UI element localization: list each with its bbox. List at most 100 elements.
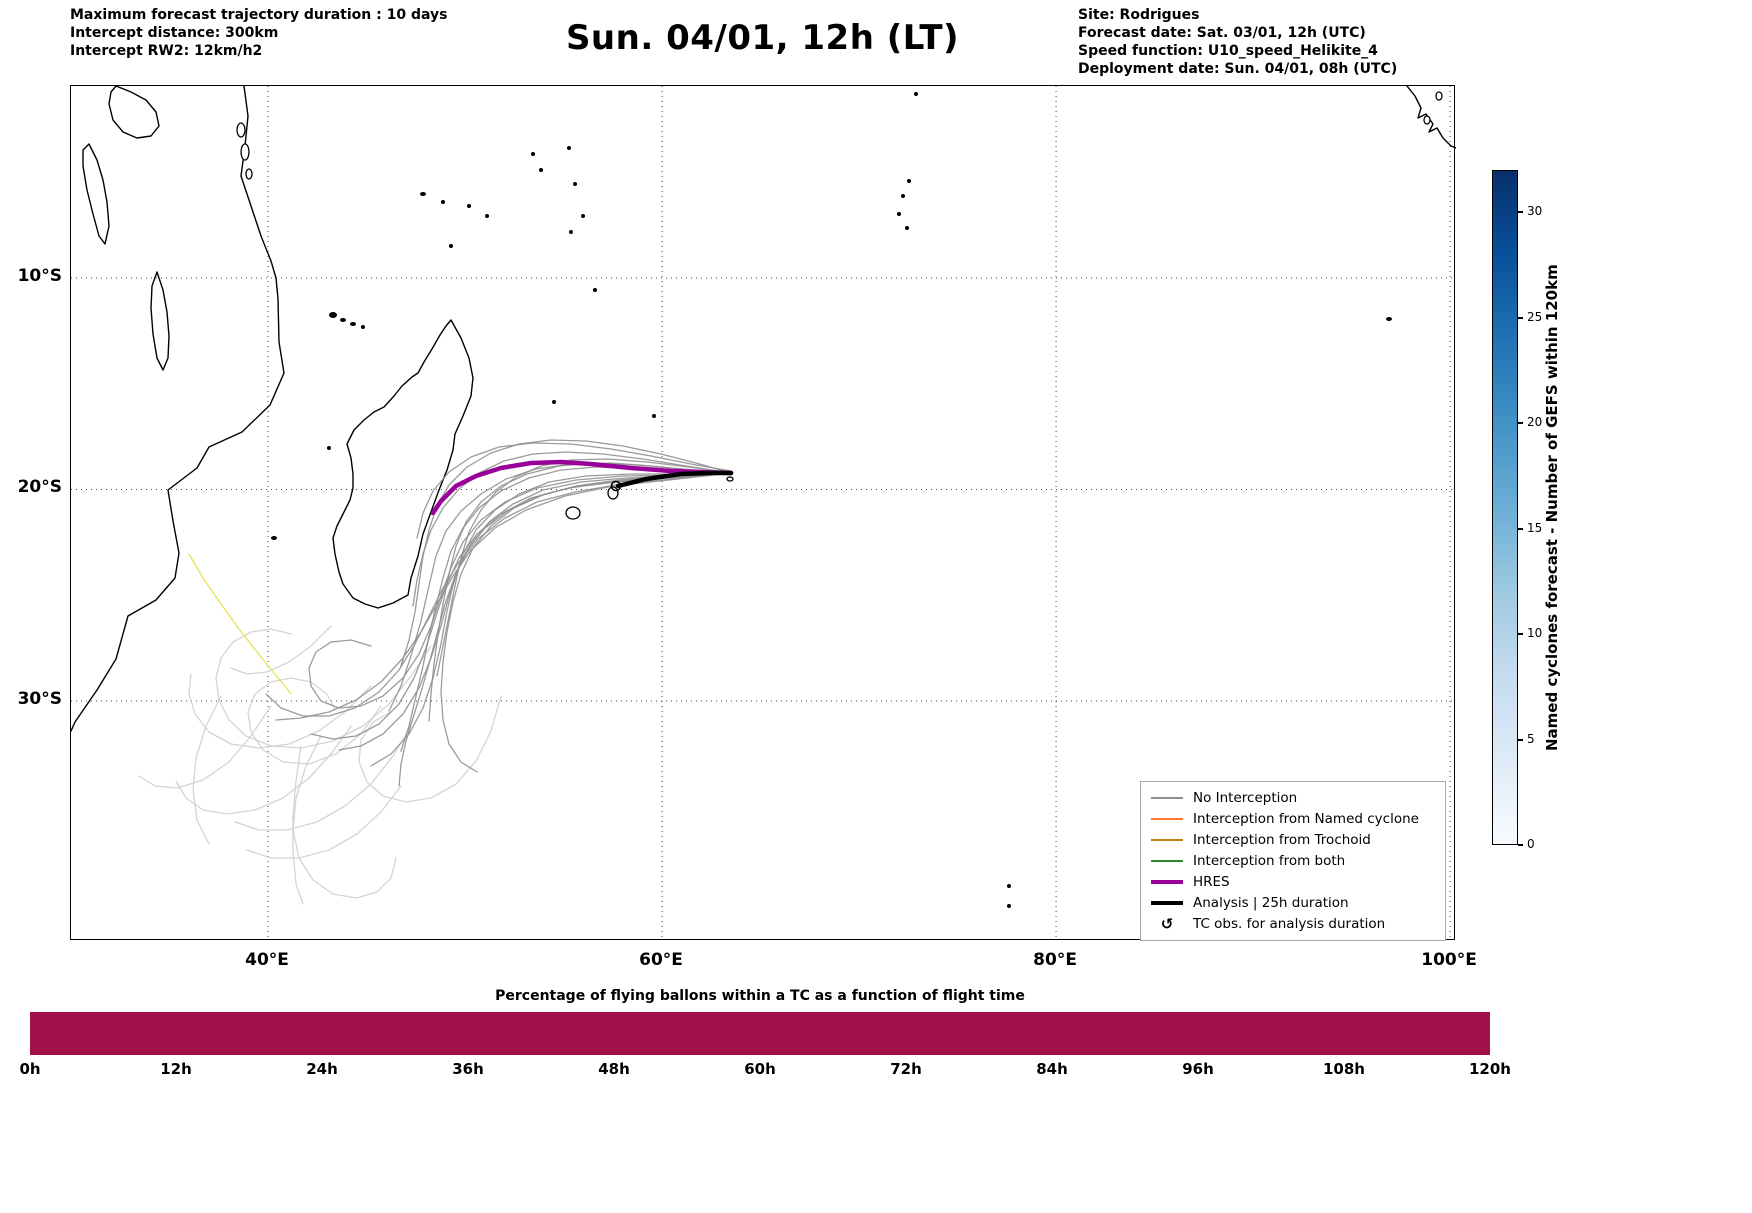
bottom-axis-tick-label: 96h bbox=[1182, 1060, 1214, 1078]
header-right-block: Site: Rodrigues Forecast date: Sat. 03/0… bbox=[1078, 6, 1397, 78]
madagascar-coastline bbox=[332, 319, 474, 609]
rotate-ccw-icon: ↺ bbox=[1160, 915, 1174, 933]
island bbox=[652, 414, 656, 418]
bottom-chart-bar bbox=[30, 1012, 1490, 1055]
trajectory-no-interception bbox=[370, 472, 732, 767]
legend-item: No Interception bbox=[1151, 790, 1435, 806]
island bbox=[1007, 884, 1011, 888]
bottom-axis-tick-label: 36h bbox=[452, 1060, 484, 1078]
legend-item-label: Interception from Named cyclone bbox=[1193, 811, 1419, 827]
y-axis-tick-label: 20°S bbox=[17, 477, 62, 498]
trajectory-faded bbox=[292, 745, 304, 905]
legend-line-swatch bbox=[1151, 880, 1183, 884]
legend-line-sample bbox=[1151, 839, 1183, 841]
trajectory-no-interception bbox=[416, 442, 732, 539]
trajectory-faded bbox=[247, 677, 382, 765]
lake-outline bbox=[150, 271, 170, 371]
trajectory-analysis bbox=[615, 470, 734, 489]
legend-line-sample bbox=[1151, 880, 1183, 884]
intercept-distance-text: Intercept distance: 300km bbox=[70, 25, 279, 41]
trajectory-map bbox=[71, 86, 1456, 941]
colorbar-label: Named cyclones forecast - Number of GEFS… bbox=[1543, 264, 1561, 751]
colorbar-tick-mark bbox=[1518, 844, 1523, 846]
intercept-rw2-text: Intercept RW2: 12km/h2 bbox=[70, 43, 263, 59]
island bbox=[467, 204, 471, 208]
trajectory-no-interception bbox=[428, 462, 732, 722]
island bbox=[567, 146, 571, 150]
map-legend: No Interception Interception from Named c… bbox=[1140, 781, 1446, 941]
island bbox=[901, 194, 905, 198]
tc-obs-marker bbox=[610, 480, 622, 492]
x-axis-tick-label: 100°E bbox=[1421, 950, 1477, 970]
island bbox=[271, 536, 277, 540]
legend-item: Interception from Named cyclone bbox=[1151, 811, 1435, 827]
legend-item: Interception from Trochoid bbox=[1151, 832, 1435, 848]
forecast-date-text: Forecast date: Sat. 03/01, 12h (UTC) bbox=[1078, 25, 1366, 41]
island bbox=[1386, 317, 1392, 321]
trajectory-faded bbox=[234, 725, 412, 831]
island bbox=[449, 244, 453, 248]
bottom-chart-title: Percentage of flying ballons within a TC… bbox=[495, 988, 1025, 1004]
legend-item-label: Analysis | 25h duration bbox=[1193, 895, 1349, 911]
island bbox=[905, 226, 909, 230]
colorbar-tick-label: 10 bbox=[1527, 626, 1543, 641]
bottom-axis-tick-label: 12h bbox=[160, 1060, 192, 1078]
lake-outline bbox=[108, 86, 160, 139]
island bbox=[726, 476, 734, 482]
colorbar-tick-label: 15 bbox=[1527, 520, 1543, 535]
trajectory-no-interception bbox=[440, 472, 732, 773]
bottom-axis-tick-label: 24h bbox=[306, 1060, 338, 1078]
lake-outline bbox=[82, 143, 110, 245]
colorbar-tick-mark bbox=[1518, 422, 1523, 425]
island bbox=[531, 152, 535, 156]
deployment-date-text: Deployment date: Sun. 04/01, 08h (UTC) bbox=[1078, 61, 1398, 77]
island bbox=[539, 168, 543, 172]
island bbox=[581, 214, 585, 218]
colorbar-tick-mark bbox=[1518, 633, 1523, 636]
legend-item-label: HRES bbox=[1193, 874, 1230, 890]
island bbox=[1007, 904, 1011, 908]
island bbox=[441, 200, 445, 204]
bottom-axis-tick-label: 0h bbox=[19, 1060, 41, 1078]
island bbox=[420, 192, 426, 196]
island bbox=[907, 179, 911, 183]
legend-item-label: No Interception bbox=[1193, 790, 1298, 806]
trajectory-no-interception bbox=[400, 439, 732, 667]
island bbox=[569, 230, 573, 234]
island bbox=[340, 318, 346, 322]
bottom-axis-tick-label: 72h bbox=[890, 1060, 922, 1078]
sumatra-coastline bbox=[1406, 86, 1456, 149]
trajectory-no-interception bbox=[398, 472, 732, 787]
legend-item: ↺ TC obs. for analysis duration bbox=[1151, 916, 1435, 932]
colorbar-tick-label: 30 bbox=[1527, 204, 1543, 219]
legend-item-label: TC obs. for analysis duration bbox=[1193, 916, 1386, 932]
colorbar-tick-mark bbox=[1518, 211, 1523, 214]
trajectory-no-interception bbox=[308, 472, 732, 709]
trajectory-faded bbox=[188, 673, 372, 749]
legend-item-label: Interception from both bbox=[1193, 853, 1346, 869]
colorbar-tick-mark bbox=[1518, 316, 1523, 319]
colorbar-tick-label: 25 bbox=[1527, 309, 1543, 324]
x-axis-tick-label: 80°E bbox=[1033, 950, 1077, 970]
island bbox=[240, 143, 250, 161]
x-axis-tick-label: 40°E bbox=[245, 950, 289, 970]
island bbox=[1435, 91, 1443, 101]
tc-obs-legend-icon: ↺ bbox=[1151, 915, 1183, 933]
header-left-block: Maximum forecast trajectory duration : 1… bbox=[70, 6, 447, 60]
trajectory-hres bbox=[430, 459, 734, 516]
legend-line-sample bbox=[1151, 860, 1183, 862]
island bbox=[327, 446, 331, 450]
island bbox=[245, 168, 253, 180]
trajectory-no-interception bbox=[275, 472, 732, 721]
trajectory-faded bbox=[215, 628, 432, 749]
trajectory-faded bbox=[175, 725, 352, 815]
legend-item-label: Interception from Trochoid bbox=[1193, 832, 1371, 848]
trajectory-faded bbox=[292, 735, 397, 899]
trajectory-faded bbox=[138, 705, 272, 789]
island bbox=[329, 312, 337, 318]
legend-item: Analysis | 25h duration bbox=[1151, 895, 1435, 911]
island bbox=[361, 325, 365, 329]
legend-line-swatch bbox=[1151, 860, 1183, 862]
max-duration-text: Maximum forecast trajectory duration : 1… bbox=[70, 7, 448, 23]
